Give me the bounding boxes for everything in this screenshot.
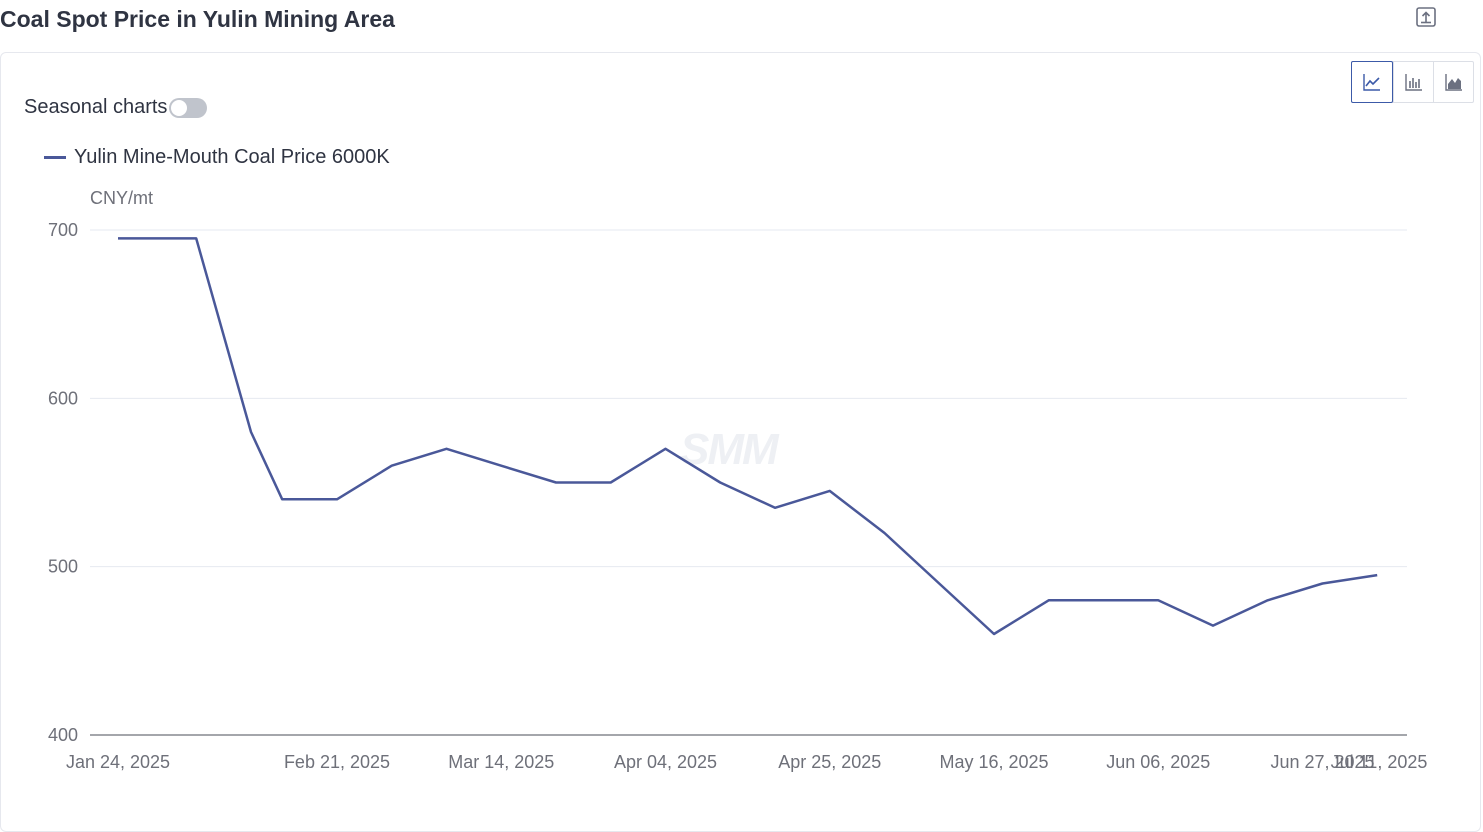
- watermark: SMM: [680, 425, 779, 474]
- x-tick-label: Jun 27, 2025: [1270, 752, 1374, 772]
- area-chart-icon: [1444, 74, 1462, 91]
- x-tick-label: Apr 04, 2025: [614, 752, 717, 772]
- x-tick-label: Apr 25, 2025: [778, 752, 881, 772]
- legend-item[interactable]: Yulin Mine-Mouth Coal Price 6000K: [44, 146, 390, 169]
- seasonal-charts-label: Seasonal charts: [24, 96, 168, 118]
- chart-type-switcher: [1351, 61, 1474, 103]
- legend-swatch: [44, 156, 66, 159]
- toggle-knob: [171, 99, 188, 116]
- x-tick-label: Feb 21, 2025: [284, 752, 390, 772]
- x-tick-label: Mar 14, 2025: [448, 752, 554, 772]
- export-icon: [1416, 7, 1436, 27]
- y-tick-label: 700: [48, 220, 78, 240]
- seasonal-charts-control: Seasonal charts: [24, 96, 208, 119]
- bar-chart-icon: [1404, 74, 1422, 91]
- y-axis-unit: CNY/mt: [90, 188, 153, 208]
- x-tick-label: Jul 11, 2025: [1331, 752, 1428, 772]
- y-tick-label: 600: [48, 388, 78, 408]
- page-title: Coal Spot Price in Yulin Mining Area: [0, 6, 395, 32]
- seasonal-charts-toggle[interactable]: [169, 97, 208, 118]
- area-chart-button[interactable]: [1433, 62, 1473, 102]
- x-tick-label: May 16, 2025: [939, 752, 1048, 772]
- y-tick-label: 500: [48, 557, 78, 577]
- x-tick-label: Jun 06, 2025: [1106, 752, 1210, 772]
- series-line: [118, 237, 1378, 636]
- legend-label: Yulin Mine-Mouth Coal Price 6000K: [74, 146, 390, 168]
- x-tick-label: Jan 24, 2025: [66, 752, 170, 772]
- y-tick-label: 400: [48, 725, 78, 745]
- line-chart-button[interactable]: [1351, 61, 1393, 103]
- line-chart-icon: [1363, 74, 1380, 91]
- export-button[interactable]: [1414, 5, 1438, 29]
- bar-chart-button[interactable]: [1393, 62, 1433, 102]
